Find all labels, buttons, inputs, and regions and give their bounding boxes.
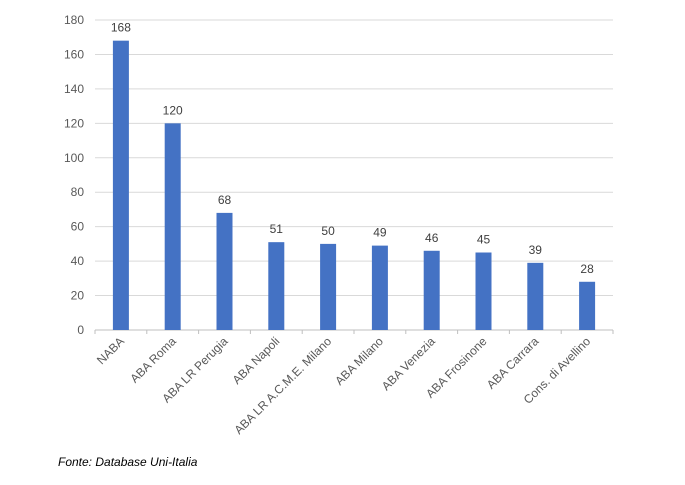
data-label: 51: [270, 222, 284, 236]
bar: [112, 40, 129, 331]
y-tick-label: 140: [64, 82, 84, 96]
data-label: 46: [425, 231, 439, 245]
data-label: 39: [529, 243, 543, 257]
y-tick-label: 80: [71, 185, 85, 199]
bars: [112, 40, 596, 331]
data-label: 28: [580, 262, 594, 276]
source-note: Fonte: Database Uni-Italia: [58, 455, 198, 469]
bar: [320, 243, 337, 330]
bar: [527, 262, 544, 330]
x-tick-label: ABA LR A.C.M.E. Milano: [231, 334, 334, 437]
bar: [423, 250, 440, 330]
y-tick-label: 40: [71, 254, 85, 268]
x-tick-label: NABA: [94, 334, 127, 367]
data-label: 45: [477, 233, 491, 247]
y-tick-label: 60: [71, 220, 85, 234]
x-tick-label: ABA Napoli: [230, 334, 283, 387]
bar: [371, 245, 388, 330]
bar: [475, 252, 492, 330]
y-tick-label: 0: [77, 323, 84, 337]
gridlines: [95, 19, 613, 297]
y-tick-label: 100: [64, 151, 84, 165]
bar: [268, 242, 285, 330]
bar: [164, 123, 181, 330]
y-tick-label: 180: [64, 13, 84, 27]
data-label: 168: [111, 21, 131, 35]
x-tick-label: ABA Milano: [332, 334, 386, 388]
bar: [579, 281, 596, 330]
data-label: 50: [321, 224, 335, 238]
data-label: 68: [218, 193, 232, 207]
bar: [216, 212, 233, 330]
data-labels: 168 120 68 51 50 49 46 45 39 28: [111, 21, 594, 276]
y-tick-label: 120: [64, 116, 84, 130]
data-label: 49: [373, 226, 387, 240]
y-tick-label: 20: [71, 289, 85, 303]
y-tick-label: 160: [64, 47, 84, 61]
axes: 0 20 40 60 80 100 120 140 160 180 NABA ABA Roma ABA …: [64, 13, 614, 437]
x-tick-label: ABA Carrara: [484, 334, 542, 392]
x-tick-label: ABA Roma: [127, 334, 179, 386]
data-label: 120: [163, 103, 183, 117]
